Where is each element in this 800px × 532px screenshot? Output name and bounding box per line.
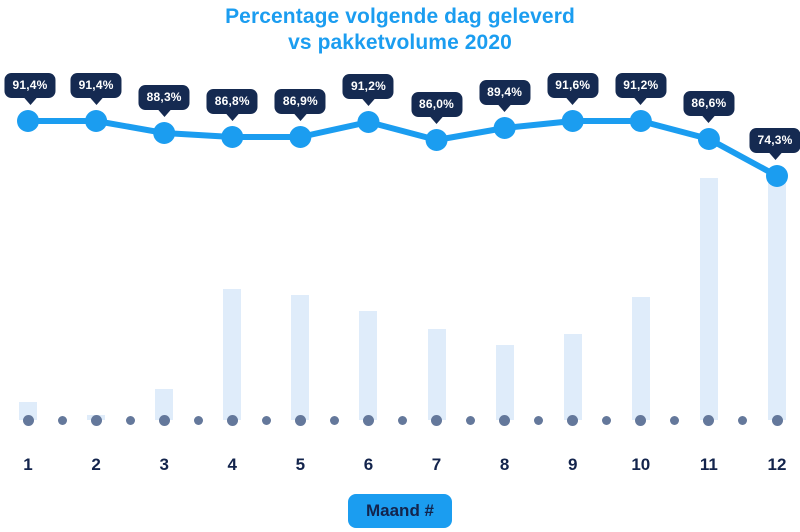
x-tick-6: 6	[363, 455, 374, 474]
baseline-dot	[398, 416, 407, 425]
baseline-dot	[261, 416, 271, 425]
line-marker-month-4[interactable]	[221, 126, 244, 148]
baseline-dot-rail	[0, 414, 800, 427]
line-marker-month-12[interactable]	[766, 165, 788, 187]
value-label-month-4: 86,8%	[206, 89, 258, 121]
line-marker-month-1[interactable]	[17, 110, 39, 132]
line-marker-month-5[interactable]	[289, 126, 312, 148]
x-tick-7: 7	[431, 455, 442, 474]
baseline-dot	[193, 416, 203, 425]
baseline-dot	[771, 415, 783, 426]
chart-title: Percentage volgende dag geleverd vs pakk…	[0, 4, 800, 56]
baseline-dot	[534, 416, 544, 425]
line-marker-month-7[interactable]	[425, 129, 448, 151]
x-tick-10: 10	[631, 455, 651, 474]
value-label-month-10: 91,2%	[615, 73, 667, 105]
bar-month-11	[699, 178, 718, 420]
x-tick-9: 9	[567, 455, 578, 474]
x-tick-4: 4	[227, 455, 237, 474]
x-tick-3: 3	[159, 455, 169, 474]
baseline-dot	[431, 415, 443, 426]
chart-title-line-1: Percentage volgende dag geleverd	[225, 5, 575, 28]
line-marker-month-8[interactable]	[493, 117, 516, 139]
chart-title-line-2: vs pakketvolume 2020	[288, 31, 512, 54]
bar-month-6	[359, 311, 378, 420]
value-label-month-5: 86,9%	[274, 89, 326, 121]
x-tick-11: 11	[699, 455, 718, 474]
baseline-dot	[670, 416, 680, 425]
line-series-percentage	[17, 110, 788, 187]
bar-month-7	[427, 329, 446, 420]
baseline-dot	[22, 415, 34, 426]
line-marker-month-3[interactable]	[153, 122, 176, 144]
baseline-dot	[57, 416, 67, 425]
baseline-dot	[158, 415, 170, 426]
baseline-dot	[567, 415, 579, 426]
bar-month-3	[155, 389, 174, 420]
value-label-month-7: 86,0%	[411, 92, 463, 124]
baseline-dot	[635, 415, 647, 426]
value-label-month-9: 91,6%	[547, 73, 599, 105]
x-tick-8: 8	[499, 455, 510, 474]
line-marker-month-9[interactable]	[561, 110, 584, 132]
value-label-month-12: 74,3%	[749, 128, 800, 160]
line-marker-month-2[interactable]	[85, 110, 108, 132]
bar-month-8	[495, 345, 514, 420]
baseline-dot	[90, 415, 102, 426]
baseline-dot	[125, 416, 135, 425]
x-tick-5: 5	[295, 455, 306, 474]
baseline-dot	[466, 416, 476, 425]
baseline-dot	[499, 415, 511, 426]
x-axis-title: Maand #	[347, 494, 453, 528]
x-tick-12: 12	[767, 455, 787, 474]
line-marker-month-10[interactable]	[629, 110, 652, 132]
bar-month-5	[291, 295, 310, 420]
x-tick-1: 1	[23, 455, 33, 474]
value-label-month-8: 89,4%	[479, 80, 531, 112]
bar-month-4	[223, 289, 242, 420]
bar-month-9	[563, 334, 582, 420]
baseline-dot	[329, 416, 339, 425]
line-marker-month-11[interactable]	[697, 128, 720, 150]
value-label-month-2: 91,4%	[70, 73, 122, 105]
baseline-dot	[738, 416, 748, 425]
bar-month-1	[19, 402, 37, 420]
baseline-dot	[362, 415, 374, 426]
line-marker-month-6[interactable]	[357, 111, 380, 133]
bar-month-12	[768, 176, 786, 420]
value-label-month-1: 91,4%	[4, 73, 56, 105]
value-label-month-3: 88,3%	[138, 85, 190, 117]
x-axis-title-wrap: Maand #	[0, 494, 800, 528]
baseline-dot	[703, 415, 715, 426]
x-tick-2: 2	[91, 455, 101, 474]
baseline-dot	[294, 415, 306, 426]
value-label-month-11: 86,6%	[683, 91, 735, 123]
baseline-dot	[602, 416, 612, 425]
plot-area: 91,4% 91,4% 88,3% 86,8% 86,9% 91,2% 86,0% 89,4%…	[0, 73, 800, 427]
bar-month-10	[631, 297, 650, 420]
baseline-dot	[226, 415, 238, 426]
value-label-month-6: 91,2%	[342, 74, 394, 106]
line-path	[25, 118, 780, 179]
